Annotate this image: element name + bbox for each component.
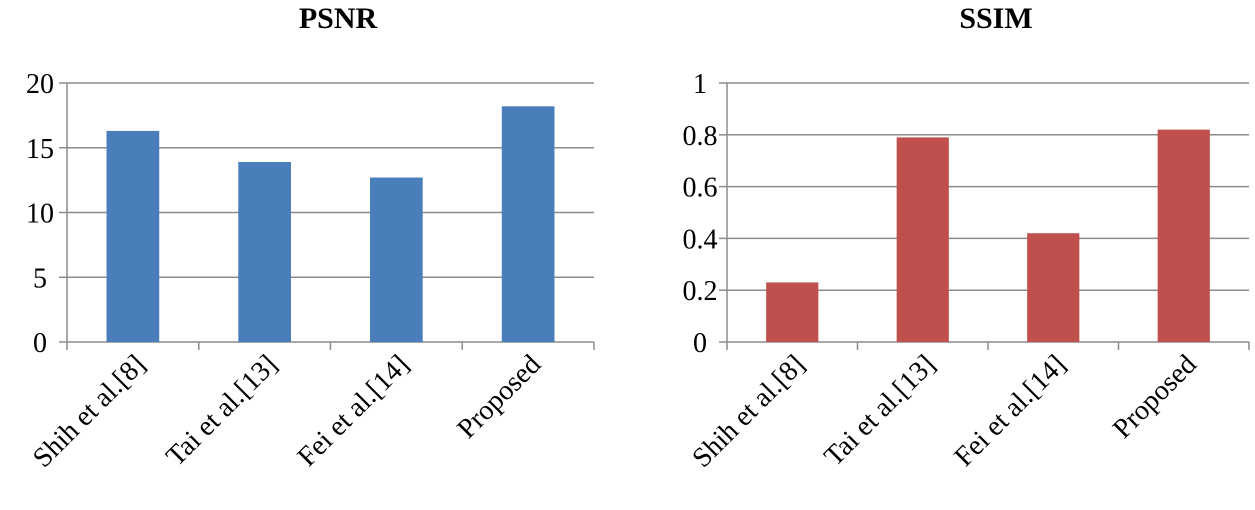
chart-psnr: PSNR 0 5 10 15 20 Shih et al.[8] Tai et al.[13]… bbox=[26, 2, 595, 474]
bar bbox=[1027, 233, 1080, 342]
x-tick-label: Shih et al.[8] bbox=[686, 349, 811, 474]
chart-title: SSIM bbox=[959, 2, 1032, 35]
bar bbox=[370, 177, 423, 342]
y-tick-label: 10 bbox=[26, 199, 54, 230]
bar bbox=[1157, 129, 1210, 342]
chart-ssim: SSIM 0 0.2 0.4 0.6 0.8 1 Shih et al.[8] Tai et a… bbox=[683, 2, 1250, 474]
bar bbox=[501, 106, 555, 342]
x-tick-label: Proposed bbox=[1107, 349, 1203, 445]
x-tick-label: Tai et al.[13] bbox=[160, 349, 283, 472]
x-tick-label: Tai et al.[13] bbox=[818, 349, 941, 472]
x-tick-label: Fei et al.[14] bbox=[949, 349, 1073, 473]
y-tick-label: 0 bbox=[693, 328, 707, 359]
x-tick-label: Proposed bbox=[451, 349, 547, 445]
x-tick-label: Shih et al.[8] bbox=[27, 349, 152, 474]
y-tick-label: 20 bbox=[26, 69, 54, 100]
y-tick-label: 0 bbox=[33, 328, 47, 359]
bar bbox=[106, 130, 160, 342]
y-tick-label: 5 bbox=[33, 263, 47, 294]
chart-title: PSNR bbox=[299, 2, 378, 35]
bar bbox=[766, 282, 819, 342]
bar bbox=[238, 161, 291, 342]
y-tick-label: 15 bbox=[26, 134, 54, 165]
bar bbox=[896, 137, 949, 342]
y-tick-label: 0.2 bbox=[683, 276, 718, 307]
y-tick-label: 0.8 bbox=[683, 121, 718, 152]
y-tick-label: 1 bbox=[693, 69, 707, 100]
y-tick-label: 0.4 bbox=[683, 224, 718, 255]
x-tick-label: Fei et al.[14] bbox=[292, 349, 416, 473]
y-tick-label: 0.6 bbox=[683, 173, 718, 204]
